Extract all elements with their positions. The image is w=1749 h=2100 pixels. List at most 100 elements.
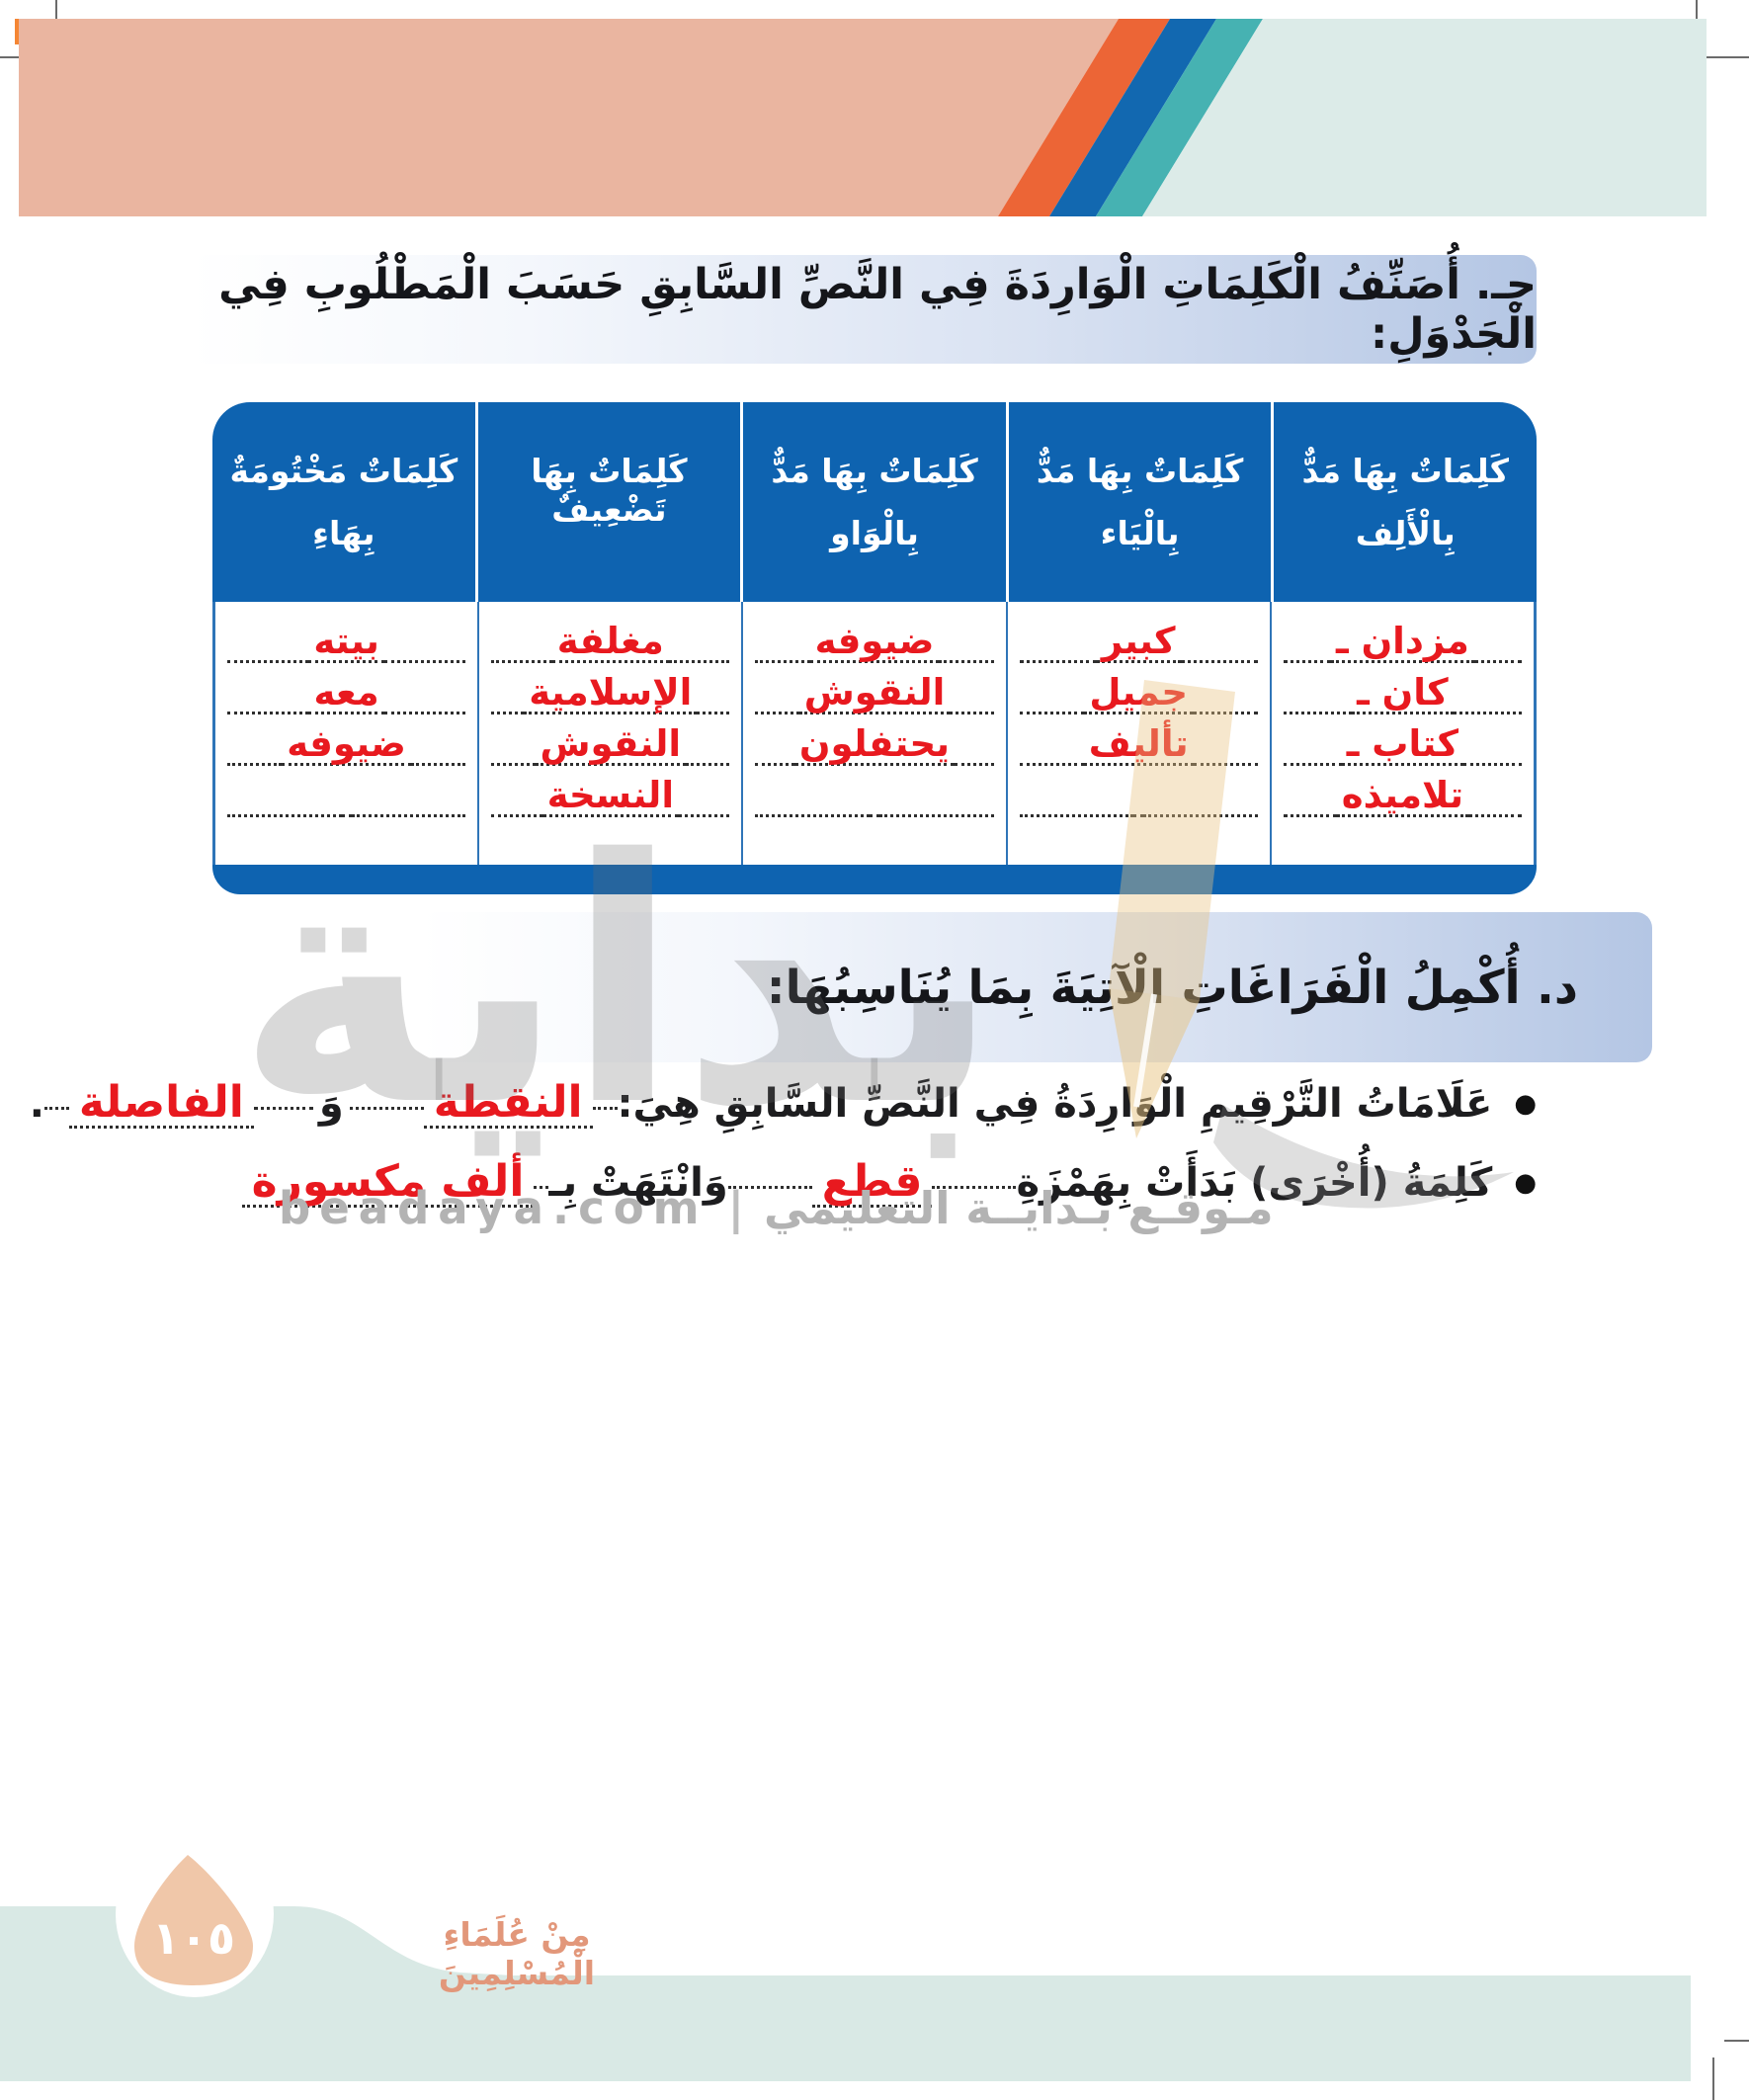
dotted-line: [755, 809, 870, 817]
dotted-line: [1193, 758, 1258, 766]
answer-text: مغلفة: [551, 623, 669, 663]
section-c-title: جـ. أُصَنِّفُ الْكَلِمَاتِ الْوَارِدَةَ …: [218, 260, 1537, 359]
header-line: كَلِمَاتٌ بِهَا مَدٌّ: [771, 452, 978, 490]
dotted-line: [226, 809, 342, 817]
header-line: بِالْأَلِف: [1355, 514, 1456, 552]
answer-row: الإسلامية: [491, 663, 730, 714]
answer-row: كتاب ـ: [1283, 714, 1522, 766]
table-column-madd-waw: ضيوفه النقوش يحتفلون: [741, 602, 1005, 865]
footer-teal-band: [0, 1906, 1691, 2081]
header-line: بِالْوَاو: [830, 514, 919, 552]
dotted-line: [1283, 758, 1342, 766]
answer-text: مزدان ـ: [1331, 623, 1474, 663]
answer-row: كان ـ: [1283, 663, 1522, 714]
dotted-line: [226, 707, 309, 714]
blank-middle: وَانْتَهَتْ بِـ: [548, 1160, 728, 1206]
section-c-title-bar: جـ. أُصَنِّفُ الْكَلِمَاتِ الْوَارِدَةَ …: [190, 255, 1537, 364]
dotted-line: [668, 655, 730, 663]
conjunction: وَ: [318, 1081, 344, 1127]
answer-text: النقوش: [535, 725, 687, 766]
answer-row: تأليف: [1019, 714, 1258, 766]
footer-band: ١٠٥: [0, 1843, 1691, 2081]
dotted-line: [950, 707, 994, 714]
table-header-tadeef: كَلِمَاتٌ بِهَا تَضْعِيفٌ: [474, 402, 741, 602]
dotted-line: [226, 758, 283, 766]
answer-text: بيته: [308, 623, 384, 663]
blank-answer: ألف مكسورة: [241, 1158, 535, 1208]
header-line: كَلِمَاتٌ مَخْتُومَةٌ: [229, 452, 458, 490]
answer-text: النسخة: [541, 777, 679, 817]
dotted-line: [383, 707, 466, 714]
answer-row: النقوش: [491, 714, 730, 766]
answer-text: ضيوفه: [809, 623, 940, 663]
table-header-ending-haa: كَلِمَاتٌ مَخْتُومَةٌ بِهَاءِ: [212, 402, 475, 602]
dotted-line: [686, 758, 730, 766]
dotted-line: [1019, 758, 1084, 766]
table-header-madd-yaa: كَلِمَاتٌ بِهَا مَدٌّ بِالْيَاء: [1005, 402, 1272, 602]
answer-text: كتاب ـ: [1341, 725, 1464, 766]
banner-edge-tick: [15, 19, 20, 44]
banner-teal-stripe: [1096, 19, 1263, 216]
crop-mark: [1707, 56, 1749, 58]
banner-mint-block: [1142, 19, 1707, 216]
dotted-line: [679, 809, 730, 817]
table-column-madd-yaa: كبير جميل تأليف: [1005, 602, 1270, 865]
answer-text: ضيوفه: [282, 725, 411, 766]
header-line: كَلِمَاتٌ بِهَا تَضْعِيفٌ: [531, 452, 688, 529]
dotted-line: [1453, 707, 1522, 714]
top-banner: [19, 19, 1707, 216]
blank-answer: قطع: [811, 1158, 933, 1208]
dotted-blank: [932, 1178, 1017, 1189]
dotted-line: [697, 707, 730, 714]
dotted-line: [939, 655, 994, 663]
answer-row: كبير: [1019, 612, 1258, 663]
dotted-blank: [253, 1099, 313, 1110]
dotted-blank: [43, 1099, 69, 1110]
table-column-ending-haa: بيته معه ضيوفه: [215, 602, 477, 865]
dotted-line: [410, 758, 466, 766]
dotted-line: [878, 809, 994, 817]
answer-text: [869, 814, 879, 817]
crop-mark: [1712, 2058, 1714, 2100]
blank-prefix: عَلَامَاتُ التَّرْقِيمِ الْوَارِدَةُ فِي…: [617, 1081, 1493, 1127]
dotted-line: [1019, 655, 1097, 663]
banner-salmon-block: [19, 19, 1119, 216]
dotted-line: [383, 655, 466, 663]
table-bottom-bar: [212, 865, 1537, 894]
answer-row: [755, 766, 994, 817]
answer-text: [341, 814, 352, 817]
section-d-title: د. أُكْمِلُ الْفَرَاغَاتِ الْآتِيَةَ بِم…: [766, 960, 1578, 1015]
dotted-line: [1283, 707, 1353, 714]
answer-row: [226, 766, 466, 817]
table-column-tadeef: مغلفة الإسلامية النقوش النسخة: [477, 602, 741, 865]
dotted-line: [1283, 809, 1337, 817]
answer-text: كبير: [1096, 623, 1181, 663]
header-line: بِالْيَاء: [1100, 514, 1180, 552]
dotted-line: [1143, 809, 1258, 817]
banner-blue-stripe: [1049, 19, 1216, 216]
answer-row: ضيوفه: [755, 612, 994, 663]
dotted-line: [755, 655, 810, 663]
page-number: ١٠٥: [152, 1911, 235, 1965]
dotted-line: [755, 707, 799, 714]
answer-text: النقوش: [798, 674, 951, 714]
section-d-title-bar: د. أُكْمِلُ الْفَرَاغَاتِ الْآتِيَةَ بِم…: [420, 912, 1652, 1062]
answer-row: النسخة: [491, 766, 730, 817]
answer-text: جميل: [1084, 674, 1193, 714]
dotted-line: [755, 758, 794, 766]
page-number-pebble: [134, 1855, 253, 1985]
blank-line-hamza: ● كَلِمَةُ (أُخْرَى) بَدَأَتْ بِهَمْزَةِ…: [241, 1144, 1537, 1221]
dotted-blank: [592, 1099, 618, 1110]
dotted-line: [1019, 809, 1134, 817]
table-body: مزدان ـ كان ـ كتاب ـ تلاميذه كبير جميل ت…: [212, 602, 1537, 865]
dotted-line: [1463, 758, 1522, 766]
answer-row: يحتفلون: [755, 714, 994, 766]
header-line: بِهَاءِ: [312, 514, 375, 552]
answer-row: مزدان ـ: [1283, 612, 1522, 663]
dotted-line: [1473, 655, 1522, 663]
answer-text: يحتفلون: [793, 725, 956, 766]
header-line: كَلِمَاتٌ بِهَا مَدٌّ: [1036, 452, 1244, 490]
table-header-madd-waw: كَلِمَاتٌ بِهَا مَدٌّ بِالْوَاو: [740, 402, 1006, 602]
banner-orange-stripe: [998, 19, 1170, 216]
